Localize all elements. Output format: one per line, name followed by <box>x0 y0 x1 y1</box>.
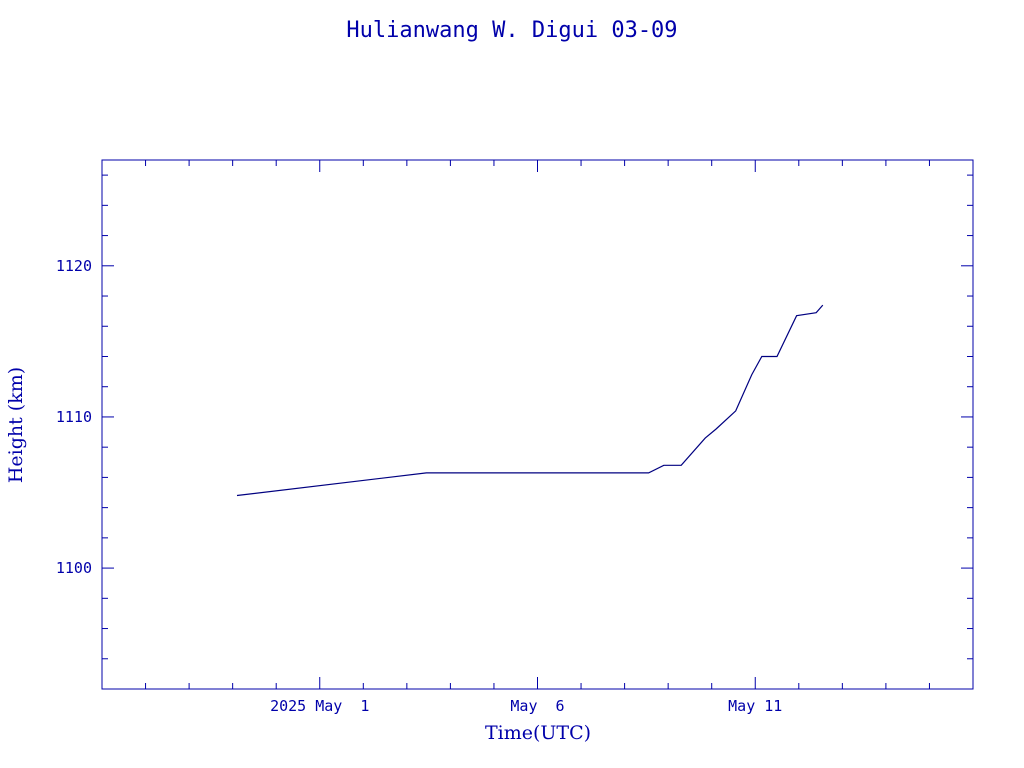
axis-ticks <box>102 160 973 689</box>
series-line-0 <box>236 304 824 497</box>
tick-labels: 2025 May 1 May 6 May 11 1100 1110 1120 <box>56 257 782 715</box>
y-axis-title: Height (km) <box>5 367 27 483</box>
y-tick-label: 1110 <box>56 408 92 426</box>
y-tick-label: 1120 <box>56 257 92 275</box>
x-tick-label: May 6 <box>510 697 564 715</box>
plot-frame <box>101 159 974 690</box>
y-tick-label: 1100 <box>56 559 92 577</box>
x-tick-label: May 11 <box>728 697 782 715</box>
x-axis-title: Time(UTC) <box>485 722 591 744</box>
series-layer <box>236 304 824 497</box>
chart-title: Hulianwang W. Digui 03-09 <box>346 18 677 43</box>
x-tick-label: 2025 May 1 <box>270 697 369 715</box>
